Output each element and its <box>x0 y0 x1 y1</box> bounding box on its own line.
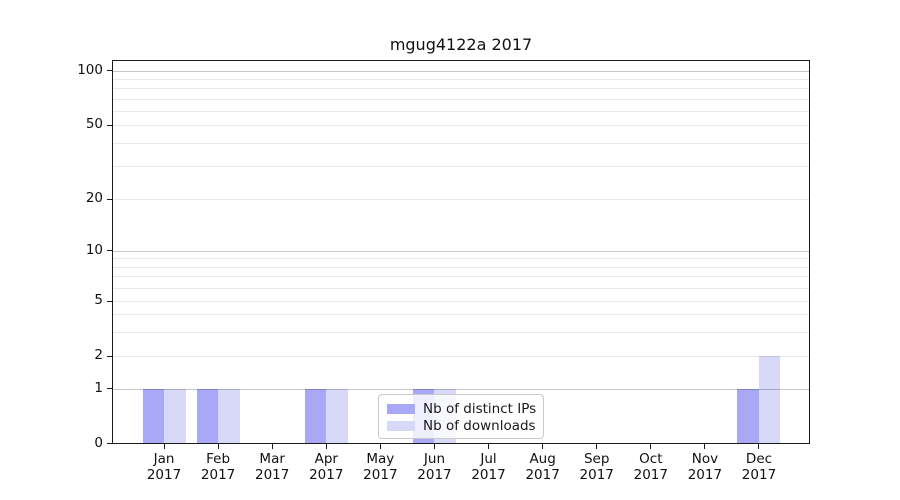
y-tickmark-2 <box>107 355 113 357</box>
x-tickmark-feb <box>217 444 219 449</box>
legend-item-distinct-ips: Nb of distinct IPs <box>387 400 537 417</box>
gridline-y-70 <box>113 98 809 100</box>
y-tick-label-0: 0 <box>94 434 103 451</box>
y-tick-label-100: 100 <box>77 61 103 78</box>
gridline-y-100 <box>113 70 809 72</box>
y-tick-label-50: 50 <box>85 116 103 132</box>
x-tick-label-may: May 2017 <box>363 451 398 483</box>
x-tick-label-aug: Aug 2017 <box>525 451 560 483</box>
x-tickmark-aug <box>542 444 544 449</box>
gridline-y-3 <box>113 331 809 333</box>
y-tickmark-20 <box>107 198 113 200</box>
legend-item-downloads: Nb of downloads <box>387 417 536 434</box>
gridline-y-90 <box>113 78 809 80</box>
y-tickmark-50 <box>107 124 113 126</box>
gridline-y-80 <box>113 88 809 90</box>
y-tickmark-1 <box>107 388 113 389</box>
x-tickmark-nov <box>704 444 706 449</box>
chart-title: mgug4122a 2017 <box>389 35 533 54</box>
y-tick-label-20: 20 <box>85 190 103 206</box>
x-tickmark-sep <box>596 444 598 449</box>
legend-label: Nb of distinct IPs <box>423 400 537 417</box>
y-tickmark-100 <box>107 70 113 71</box>
gridline-y-9 <box>113 258 809 260</box>
x-tick-label-dec: Dec 2017 <box>741 451 777 483</box>
gridline-y-50 <box>113 125 809 126</box>
y-tick-label-10: 10 <box>85 241 103 258</box>
x-tickmark-may <box>379 444 381 449</box>
x-tickmark-apr <box>325 444 327 449</box>
bar-distinct-ips-apr <box>304 388 327 443</box>
legend-swatch-distinct-ips-icon <box>387 403 415 414</box>
bar-downloads-feb <box>218 388 240 443</box>
gridline-y-20 <box>113 199 809 200</box>
bar-distinct-ips-dec <box>737 388 759 443</box>
x-tickmark-oct <box>650 444 652 449</box>
bar-downloads-dec <box>758 356 781 443</box>
x-tick-label-oct: Oct 2017 <box>633 451 668 483</box>
gridline-y-7 <box>113 276 809 278</box>
bar-downloads-jan <box>164 388 186 443</box>
x-tick-label-jun: Jun 2017 <box>417 451 452 483</box>
x-tick-label-jul: Jul 2017 <box>471 451 506 483</box>
bar-downloads-apr <box>326 388 348 443</box>
y-tickmark-10 <box>107 250 113 251</box>
gridline-y-6 <box>113 287 809 289</box>
y-tick-label-5: 5 <box>94 292 103 308</box>
legend-label: Nb of downloads <box>423 417 536 434</box>
gridline-y-40 <box>113 143 809 145</box>
x-tickmark-jul <box>488 444 490 449</box>
y-tick-label-2: 2 <box>94 347 103 363</box>
gridline-y-1 <box>113 388 809 390</box>
x-tickmark-jun <box>433 444 435 449</box>
bar-distinct-ips-jan <box>142 388 164 443</box>
gridline-y-60 <box>113 110 809 112</box>
gridline-y-10 <box>113 250 809 252</box>
gridline-y-2 <box>113 356 809 357</box>
legend-swatch-downloads-icon <box>387 420 415 431</box>
x-tick-label-feb: Feb 2017 <box>200 451 236 483</box>
gridline-y-4 <box>113 314 809 316</box>
x-tickmark-mar <box>271 444 273 449</box>
x-tick-label-apr: Apr 2017 <box>309 451 344 483</box>
gridline-y-30 <box>113 166 809 168</box>
y-tick-label-1: 1 <box>94 379 103 396</box>
x-tick-label-mar: Mar 2017 <box>254 451 290 483</box>
x-tickmark-jan <box>163 444 165 449</box>
gridline-y-5 <box>113 301 809 302</box>
x-tickmark-dec <box>758 444 760 449</box>
x-tick-label-nov: Nov 2017 <box>687 451 723 483</box>
y-tickmark-0 <box>107 443 113 444</box>
plot-area <box>112 60 810 444</box>
bar-distinct-ips-feb <box>196 388 219 443</box>
gridline-y-8 <box>113 266 809 268</box>
y-tickmark-5 <box>107 300 113 302</box>
x-tick-label-jan: Jan 2017 <box>146 451 182 483</box>
x-tick-label-sep: Sep 2017 <box>579 451 614 483</box>
legend: Nb of distinct IPs Nb of downloads <box>378 394 544 439</box>
